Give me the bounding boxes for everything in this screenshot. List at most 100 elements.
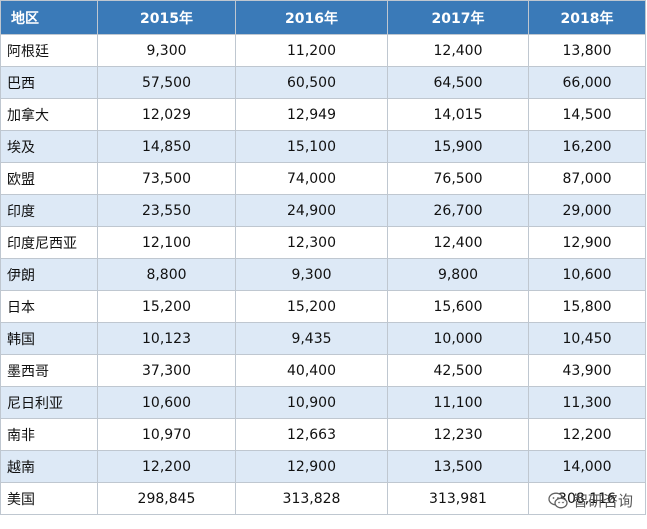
value-cell: 29,000 [528,194,646,227]
value-cell: 37,300 [97,354,236,387]
region-cell: 印度 [0,194,98,227]
value-cell: 16,200 [528,130,646,163]
value-cell: 12,949 [235,98,388,131]
value-cell: 9,300 [97,34,236,67]
value-cell: 13,800 [528,34,646,67]
watermark-text: 智研咨询 [572,492,633,510]
value-cell: 57,500 [97,66,236,99]
value-cell: 26,700 [387,194,529,227]
value-cell: 14,015 [387,98,529,131]
value-cell: 64,500 [387,66,529,99]
header-cell-2016: 2016年 [235,0,388,35]
value-cell: 14,000 [528,450,646,483]
value-cell: 15,100 [235,130,388,163]
value-cell: 12,029 [97,98,236,131]
header-cell-2017: 2017年 [387,0,529,35]
table-row: 日本 15,200 15,200 15,600 15,800 [0,290,646,323]
table-row: 阿根廷 9,300 11,200 12,400 13,800 [0,34,646,67]
value-cell: 313,981 [387,482,529,515]
region-cell: 欧盟 [0,162,98,195]
table-row: 尼日利亚 10,600 10,900 11,100 11,300 [0,386,646,419]
table-row: 加拿大 12,029 12,949 14,015 14,500 [0,98,646,131]
table-row: 南非 10,970 12,663 12,230 12,200 [0,418,646,451]
table-row: 越南 12,200 12,900 13,500 14,000 [0,450,646,483]
value-cell: 12,300 [235,226,388,259]
value-cell: 10,900 [235,386,388,419]
header-row: 地区 2015年 2016年 2017年 2018年 [0,0,646,35]
value-cell: 11,300 [528,386,646,419]
value-cell: 9,800 [387,258,529,291]
value-cell: 76,500 [387,162,529,195]
value-cell: 298,845 [97,482,236,515]
value-cell: 12,900 [235,450,388,483]
table-row: 墨西哥 37,300 40,400 42,500 43,900 [0,354,646,387]
table-row: 埃及 14,850 15,100 15,900 16,200 [0,130,646,163]
value-cell: 12,400 [387,226,529,259]
value-cell: 11,200 [235,34,388,67]
region-cell: 印度尼西亚 [0,226,98,259]
value-cell: 13,500 [387,450,529,483]
value-cell: 12,400 [387,34,529,67]
value-cell: 10,450 [528,322,646,355]
watermark: 智研咨询 [548,490,633,511]
table-row: 韩国 10,123 9,435 10,000 10,450 [0,322,646,355]
value-cell: 8,800 [97,258,236,291]
value-cell: 23,550 [97,194,236,227]
region-cell: 巴西 [0,66,98,99]
table-row: 印度尼西亚 12,100 12,300 12,400 12,900 [0,226,646,259]
value-cell: 11,100 [387,386,529,419]
region-cell: 伊朗 [0,258,98,291]
value-cell: 10,000 [387,322,529,355]
region-cell: 南非 [0,418,98,451]
value-cell: 66,000 [528,66,646,99]
table-row: 巴西 57,500 60,500 64,500 66,000 [0,66,646,99]
data-table: 地区 2015年 2016年 2017年 2018年 阿根廷 9,300 11,20… [0,0,646,515]
region-cell: 韩国 [0,322,98,355]
value-cell: 12,230 [387,418,529,451]
value-cell: 74,000 [235,162,388,195]
value-cell: 15,900 [387,130,529,163]
value-cell: 10,600 [528,258,646,291]
value-cell: 10,123 [97,322,236,355]
region-cell: 美国 [0,482,98,515]
value-cell: 40,400 [235,354,388,387]
value-cell: 60,500 [235,66,388,99]
table-header: 地区 2015年 2016年 2017年 2018年 [0,0,646,35]
header-cell-2018: 2018年 [528,0,646,35]
region-cell: 日本 [0,290,98,323]
table-row: 欧盟 73,500 74,000 76,500 87,000 [0,162,646,195]
table-row: 美国 298,845 313,828 313,981 308,116 [0,482,646,515]
region-cell: 埃及 [0,130,98,163]
value-cell: 9,435 [235,322,388,355]
value-cell: 12,663 [235,418,388,451]
value-cell: 15,600 [387,290,529,323]
value-cell: 14,500 [528,98,646,131]
region-cell: 越南 [0,450,98,483]
value-cell: 14,850 [97,130,236,163]
header-cell-region: 地区 [0,0,98,35]
value-cell: 313,828 [235,482,388,515]
table-row: 印度 23,550 24,900 26,700 29,000 [0,194,646,227]
region-cell: 加拿大 [0,98,98,131]
value-cell: 43,900 [528,354,646,387]
value-cell: 10,970 [97,418,236,451]
value-cell: 24,900 [235,194,388,227]
value-cell: 42,500 [387,354,529,387]
value-cell: 308,116 [528,482,646,515]
value-cell: 12,900 [528,226,646,259]
value-cell: 15,200 [97,290,236,323]
value-cell: 15,800 [528,290,646,323]
value-cell: 9,300 [235,258,388,291]
value-cell: 15,200 [235,290,388,323]
value-cell: 73,500 [97,162,236,195]
value-cell: 87,000 [528,162,646,195]
wechat-icon [548,492,568,509]
value-cell: 12,200 [97,450,236,483]
region-cell: 墨西哥 [0,354,98,387]
region-cell: 阿根廷 [0,34,98,67]
table-row: 伊朗 8,800 9,300 9,800 10,600 [0,258,646,291]
table-body: 阿根廷 9,300 11,200 12,400 13,800 巴西 57,500 60,500… [0,34,646,515]
value-cell: 12,200 [528,418,646,451]
value-cell: 10,600 [97,386,236,419]
header-cell-2015: 2015年 [97,0,236,35]
